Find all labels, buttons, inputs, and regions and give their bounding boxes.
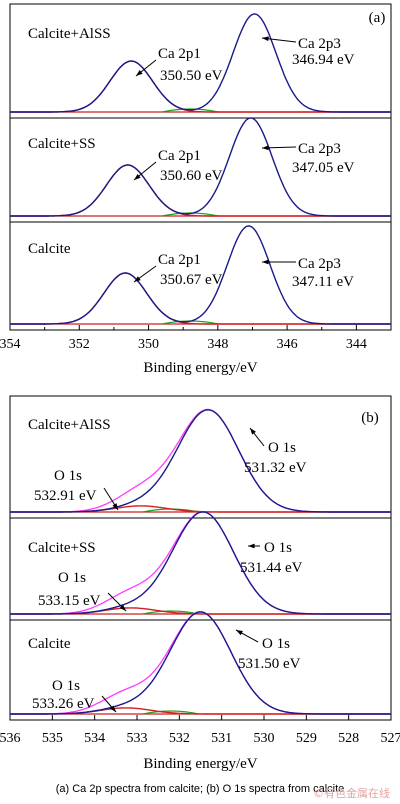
panel-label: (a) [369,10,386,26]
series-name: Calcite [28,241,71,257]
peak-energy-label: 533.26 eV [32,696,95,712]
x-tick-label: 532 [169,731,190,746]
peak-energy-label: 347.11 eV [292,274,354,290]
arrow-head [248,543,255,549]
peak-energy-label: 347.05 eV [292,160,355,176]
peak-energy-label: 350.50 eV [160,68,223,84]
peak-energy-label: 532.91 eV [34,488,97,504]
green-component [161,108,219,113]
spectrum-line [10,409,391,513]
x-axis-label: Binding energy/eV [143,756,257,772]
green-component [142,710,199,715]
panel-label: (b) [361,410,379,426]
peak-energy-label: 531.44 eV [240,560,303,576]
x-tick-label: 344 [346,337,367,352]
peak-label: Ca 2p1 [158,46,201,62]
peak-label: Ca 2p3 [298,36,341,52]
x-tick-label: 528 [338,731,359,746]
arrow-head [262,259,269,265]
peak-label: Ca 2p3 [298,141,341,157]
peak-label: Ca 2p1 [158,252,201,268]
peak-energy-label: 346.94 eV [292,52,355,68]
peak-energy-label: 531.32 eV [244,460,307,476]
arrow-head [112,503,118,510]
peak-label: O 1s [58,570,86,586]
x-tick-label: 529 [296,731,317,746]
spectrum-line [10,611,391,715]
peak-label: O 1s [262,636,290,652]
x-tick-label: 354 [0,337,21,352]
x-tick-label: 535 [42,731,63,746]
x-tick-label: 352 [69,337,90,352]
peak-label: O 1s [268,440,296,456]
arrow-head [134,173,141,180]
series-name: Calcite+AlSS [28,26,111,42]
arrow-head [119,604,126,611]
x-tick-label: 350 [138,337,159,352]
spectrum-line [10,117,391,217]
arrow-head [136,70,143,76]
x-axis-label: Binding energy/eV [143,360,257,376]
plot-frame-1 [9,3,392,331]
peak-label: Ca 2p3 [298,256,341,272]
plot-frame-2 [9,395,392,721]
peak-energy-label: 350.67 eV [160,272,223,288]
x-tick-label: 533 [127,731,148,746]
peak-label: O 1s [264,540,292,556]
watermark: ©有色金属在线 [313,787,390,800]
x-tick-label: 348 [207,337,228,352]
series-name: Calcite+AlSS [28,417,111,433]
spectrum-line [10,13,391,113]
spectrum-line [10,511,391,615]
arrow-head [236,630,243,636]
peak-energy-label: 350.60 eV [160,168,223,184]
arrow-head [250,428,256,435]
arrow-head [262,145,269,151]
peak-energy-label: 531.50 eV [238,656,301,672]
peak-label: O 1s [54,468,82,484]
x-tick-label: 534 [84,731,105,746]
arrow-head [134,276,141,282]
arrow-head [109,705,116,712]
series-name: Calcite+SS [28,540,96,556]
series-name: Calcite [28,636,71,652]
x-tick-label: 536 [0,731,21,746]
x-tick-label: 530 [254,731,275,746]
spectrum-line [10,225,391,325]
peak-energy-label: 533.15 eV [38,593,101,609]
series-name: Calcite+SS [28,136,96,152]
x-tick-label: 346 [277,337,298,352]
peak-label: O 1s [52,678,80,694]
arrow-head [262,36,269,42]
x-tick-label: 531 [211,731,232,746]
figure-caption: (a) Ca 2p spectra from calcite; (b) O 1s… [56,783,345,795]
x-tick-label: 527 [381,731,400,746]
peak-label: Ca 2p1 [158,148,201,164]
